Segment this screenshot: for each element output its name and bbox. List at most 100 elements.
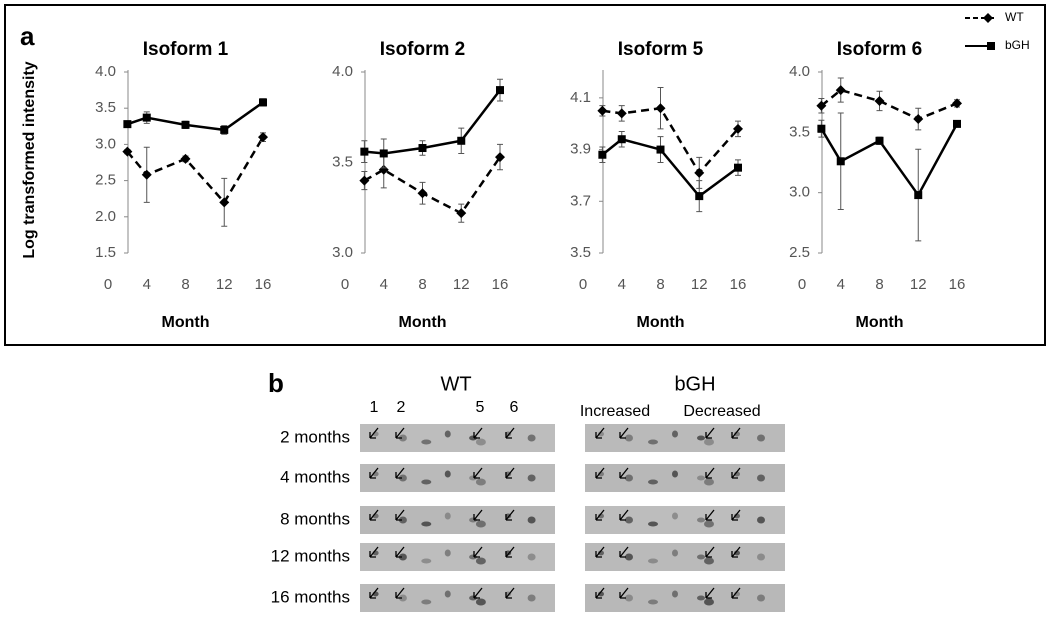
gel-spot	[475, 438, 486, 446]
marker	[816, 100, 827, 111]
marker	[734, 163, 742, 172]
x-tick-label: 16	[255, 276, 272, 293]
y-tick-label: 3.0	[95, 135, 116, 152]
gel-shade	[360, 464, 555, 492]
lane-label: 2	[397, 399, 406, 416]
gel-shade	[585, 584, 785, 612]
gel-spot	[398, 553, 407, 561]
gel-spot	[421, 558, 432, 564]
arrow	[731, 427, 741, 439]
y-tick-label: 4.0	[789, 63, 810, 80]
arrow	[619, 427, 629, 439]
x-tick-label: 12	[691, 276, 708, 293]
row-label: 2 months	[280, 427, 350, 446]
marker	[418, 144, 427, 153]
arrow	[369, 467, 379, 479]
x-tick-label: 16	[949, 276, 966, 293]
marker	[733, 123, 743, 134]
gel-spot	[672, 512, 678, 520]
gel-spot	[444, 430, 451, 438]
arrow	[473, 427, 483, 439]
marker	[913, 114, 924, 125]
spot-group-label: Decreased	[683, 403, 760, 420]
lane-label: 6	[510, 399, 519, 416]
gel-spot	[625, 553, 633, 561]
chart-title: Isoform 1	[143, 39, 229, 60]
gel-spot	[527, 474, 536, 482]
marker	[457, 136, 466, 145]
legend-label: WT	[1005, 10, 1024, 24]
row-label: 12 months	[271, 546, 350, 565]
gel-spot	[648, 439, 658, 445]
arrow	[505, 427, 515, 439]
gel-spot	[697, 435, 705, 441]
y-tick-label: 3.7	[570, 192, 591, 209]
gel-spot	[704, 598, 714, 606]
gel-spot	[398, 474, 407, 482]
gel-spot	[648, 599, 658, 605]
gel-shade	[360, 543, 555, 571]
marker	[695, 192, 704, 201]
gel-spot	[475, 598, 486, 606]
x-axis-label: Month	[637, 314, 685, 331]
gel-spot	[757, 474, 765, 482]
gel-spot	[625, 474, 633, 482]
arrow	[395, 509, 405, 521]
gel-spot	[527, 553, 536, 561]
gel-spot	[527, 594, 536, 602]
legend-marker	[987, 42, 995, 50]
x-tick-label: 4	[618, 276, 626, 293]
x-tick-label: 4	[380, 276, 388, 293]
x-tick-label: 8	[418, 276, 426, 293]
arrow	[595, 546, 605, 558]
gel-spot	[757, 553, 765, 561]
arrow	[505, 509, 515, 521]
arrow	[369, 427, 379, 439]
y-tick-label: 3.0	[789, 184, 810, 201]
gel-spot	[672, 430, 678, 438]
gel-spot	[697, 554, 705, 560]
marker	[378, 164, 389, 175]
marker	[379, 149, 388, 158]
arrow	[473, 467, 483, 479]
gel-shade	[360, 424, 555, 452]
arrow	[595, 587, 605, 599]
row-label: 8 months	[280, 509, 350, 528]
gel-strip	[585, 543, 785, 571]
arrow	[619, 587, 629, 599]
marker	[259, 98, 267, 107]
legend-marker	[983, 13, 993, 23]
lane-label: 5	[476, 399, 485, 416]
arrow	[473, 509, 483, 521]
y-axis-label: Log transformed intensity	[21, 61, 38, 258]
gel-spot	[398, 434, 407, 442]
marker	[656, 145, 665, 154]
arrow	[731, 587, 741, 599]
marker	[597, 105, 608, 116]
gel-spot	[648, 558, 658, 564]
arrow	[395, 427, 405, 439]
gel-spot	[672, 549, 678, 557]
gel-strip	[360, 424, 555, 452]
y-tick-label: 4.0	[95, 63, 116, 80]
arrow	[731, 509, 741, 521]
gel-strip	[585, 424, 785, 452]
marker	[835, 85, 846, 96]
gel-shade	[585, 424, 785, 452]
gel-strip	[585, 506, 785, 534]
arrow	[705, 546, 715, 558]
arrow	[705, 587, 715, 599]
marker	[952, 98, 962, 109]
panel-label: a	[20, 21, 35, 51]
gel-spot	[444, 470, 451, 478]
arrow	[473, 546, 483, 558]
gel-spot	[475, 520, 486, 528]
lane-label: 1	[370, 399, 379, 416]
marker	[874, 95, 885, 106]
gel-spot	[672, 470, 678, 478]
gel-shade	[585, 506, 785, 534]
panel-label: b	[268, 368, 284, 398]
gel-spot	[704, 557, 714, 565]
